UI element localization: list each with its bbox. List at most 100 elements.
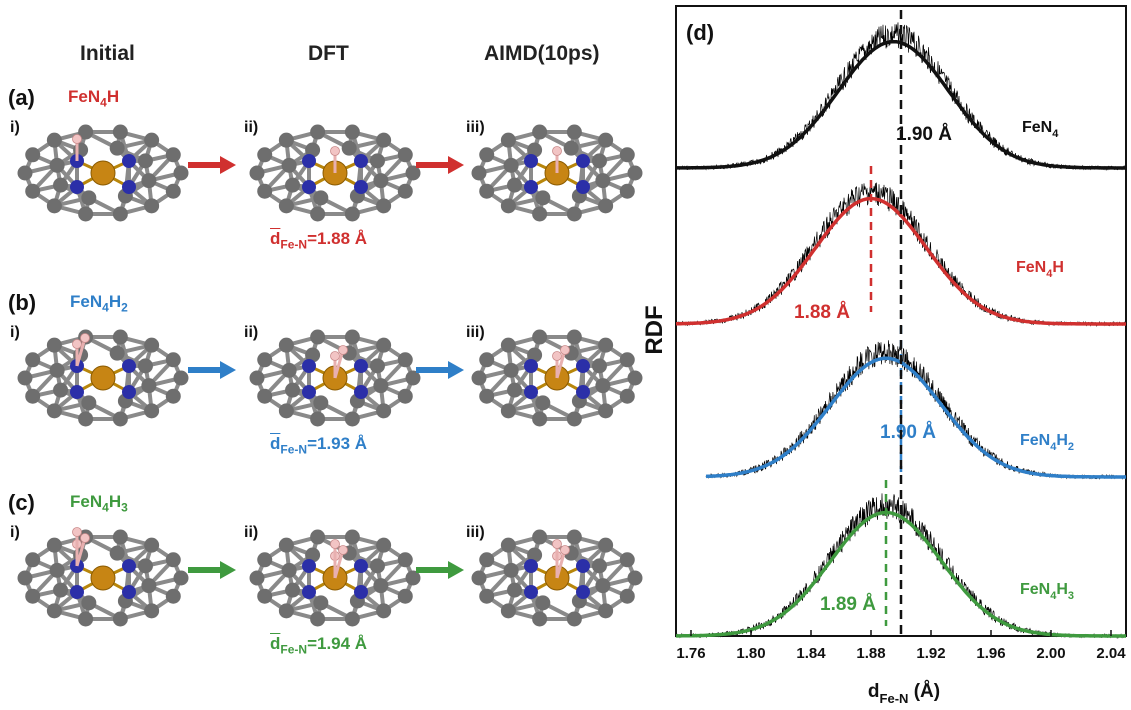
nitrogen-atom — [354, 559, 368, 573]
carbon-atom — [165, 588, 181, 604]
carbon-atom — [46, 198, 62, 214]
series-name-label: FeN4H2 — [1020, 432, 1074, 453]
carbon-atom — [619, 552, 635, 568]
bond-length-label: dFe-N=1.93 Å — [270, 434, 367, 456]
bond-length-value: =1.88 Å — [307, 229, 368, 248]
hydrogen-atom — [338, 545, 348, 555]
carbon-atom — [25, 388, 41, 404]
structure-model — [16, 520, 191, 635]
structure-model — [16, 115, 191, 230]
hydrogen-atom — [560, 345, 570, 355]
carbon-atom — [53, 582, 69, 598]
nitrogen-atom — [576, 585, 590, 599]
carbon-atom — [591, 153, 607, 169]
carbon-atom — [46, 132, 62, 148]
formula-label: FeN4H3 — [70, 492, 128, 514]
carbon-atom — [397, 552, 413, 568]
carbon-atom — [141, 173, 157, 189]
carbon-atom — [285, 177, 301, 193]
arrow-icon — [186, 560, 238, 585]
arrow-icon — [414, 155, 466, 180]
carbon-atom — [313, 595, 329, 611]
column-header-dft: DFT — [308, 42, 349, 65]
structure-sublabel: ii) — [244, 119, 259, 136]
nitrogen-atom — [302, 154, 316, 168]
structure-sublabel: iii) — [466, 324, 485, 341]
carbon-atom — [109, 545, 125, 561]
structure-model — [470, 320, 645, 435]
x-tick-label: 2.00 — [1036, 645, 1065, 662]
nitrogen-atom — [524, 359, 538, 373]
carbon-atom — [137, 558, 153, 574]
carbon-atom — [566, 206, 582, 222]
structure-model — [248, 115, 423, 230]
hydrogen-atom — [552, 539, 562, 549]
carbon-atom — [563, 140, 579, 156]
carbon-atom — [257, 352, 273, 368]
carbon-atom — [165, 147, 181, 163]
iron-atom — [90, 565, 116, 591]
carbon-atom — [566, 411, 582, 427]
carbon-atom — [25, 588, 41, 604]
hydrogen-atom — [72, 527, 82, 537]
carbon-atom — [81, 190, 97, 206]
carbon-atom — [376, 132, 392, 148]
carbon-atom — [595, 173, 611, 189]
structure-model — [470, 520, 645, 635]
x-tick-label: 1.76 — [676, 645, 705, 662]
carbon-atom — [278, 403, 294, 419]
nitrogen-atom — [354, 154, 368, 168]
carbon-atom — [49, 562, 65, 578]
carbon-atom — [165, 183, 181, 199]
nitrogen-atom — [302, 359, 316, 373]
peak-value-label: 1.88 Å — [794, 302, 850, 323]
carbon-atom — [619, 388, 635, 404]
carbon-atom — [532, 124, 548, 140]
nitrogen-atom — [122, 180, 136, 194]
carbon-atom — [173, 370, 189, 386]
formula-label: FeN4H2 — [70, 292, 128, 314]
carbon-atom — [507, 177, 523, 193]
chart-panel-label: (d) — [686, 20, 714, 45]
carbon-atom — [78, 124, 94, 140]
hydrogen-atom — [552, 351, 562, 361]
arrow-icon — [186, 155, 238, 180]
x-axis-label: dFe-N (Å) — [868, 681, 940, 706]
carbon-atom — [566, 611, 582, 627]
carbon-atom — [141, 378, 157, 394]
carbon-atom — [249, 570, 265, 586]
carbon-atom — [376, 537, 392, 553]
structure-sublabel: iii) — [466, 524, 485, 541]
bond-length-value: =1.93 Å — [307, 434, 368, 453]
carbon-atom — [78, 611, 94, 627]
carbon-atom — [137, 358, 153, 374]
carbon-atom — [598, 603, 614, 619]
hydrogen-atom — [330, 351, 340, 361]
carbon-atom — [137, 153, 153, 169]
structure-sublabel: i) — [10, 324, 20, 341]
formula-base: FeN — [70, 292, 103, 311]
carbon-atom — [500, 403, 516, 419]
carbon-atom — [591, 358, 607, 374]
nitrogen-atom — [524, 585, 538, 599]
hydrogen-atom — [80, 533, 90, 543]
nitrogen-atom — [354, 359, 368, 373]
nitrogen-atom — [524, 154, 538, 168]
carbon-atom — [278, 132, 294, 148]
carbon-atom — [305, 142, 321, 158]
y-axis-label: RDF — [641, 305, 668, 354]
carbon-atom — [598, 537, 614, 553]
nitrogen-atom — [354, 180, 368, 194]
nitrogen-atom — [302, 559, 316, 573]
carbon-atom — [257, 183, 273, 199]
formula-subscript: 4 — [102, 300, 109, 315]
carbon-atom — [257, 388, 273, 404]
carbon-atom — [532, 611, 548, 627]
carbon-atom — [144, 537, 160, 553]
carbon-atom — [112, 206, 128, 222]
carbon-atom — [397, 388, 413, 404]
carbon-atom — [527, 547, 543, 563]
carbon-atom — [479, 388, 495, 404]
structure-sublabel: ii) — [244, 324, 259, 341]
carbon-atom — [305, 347, 321, 363]
